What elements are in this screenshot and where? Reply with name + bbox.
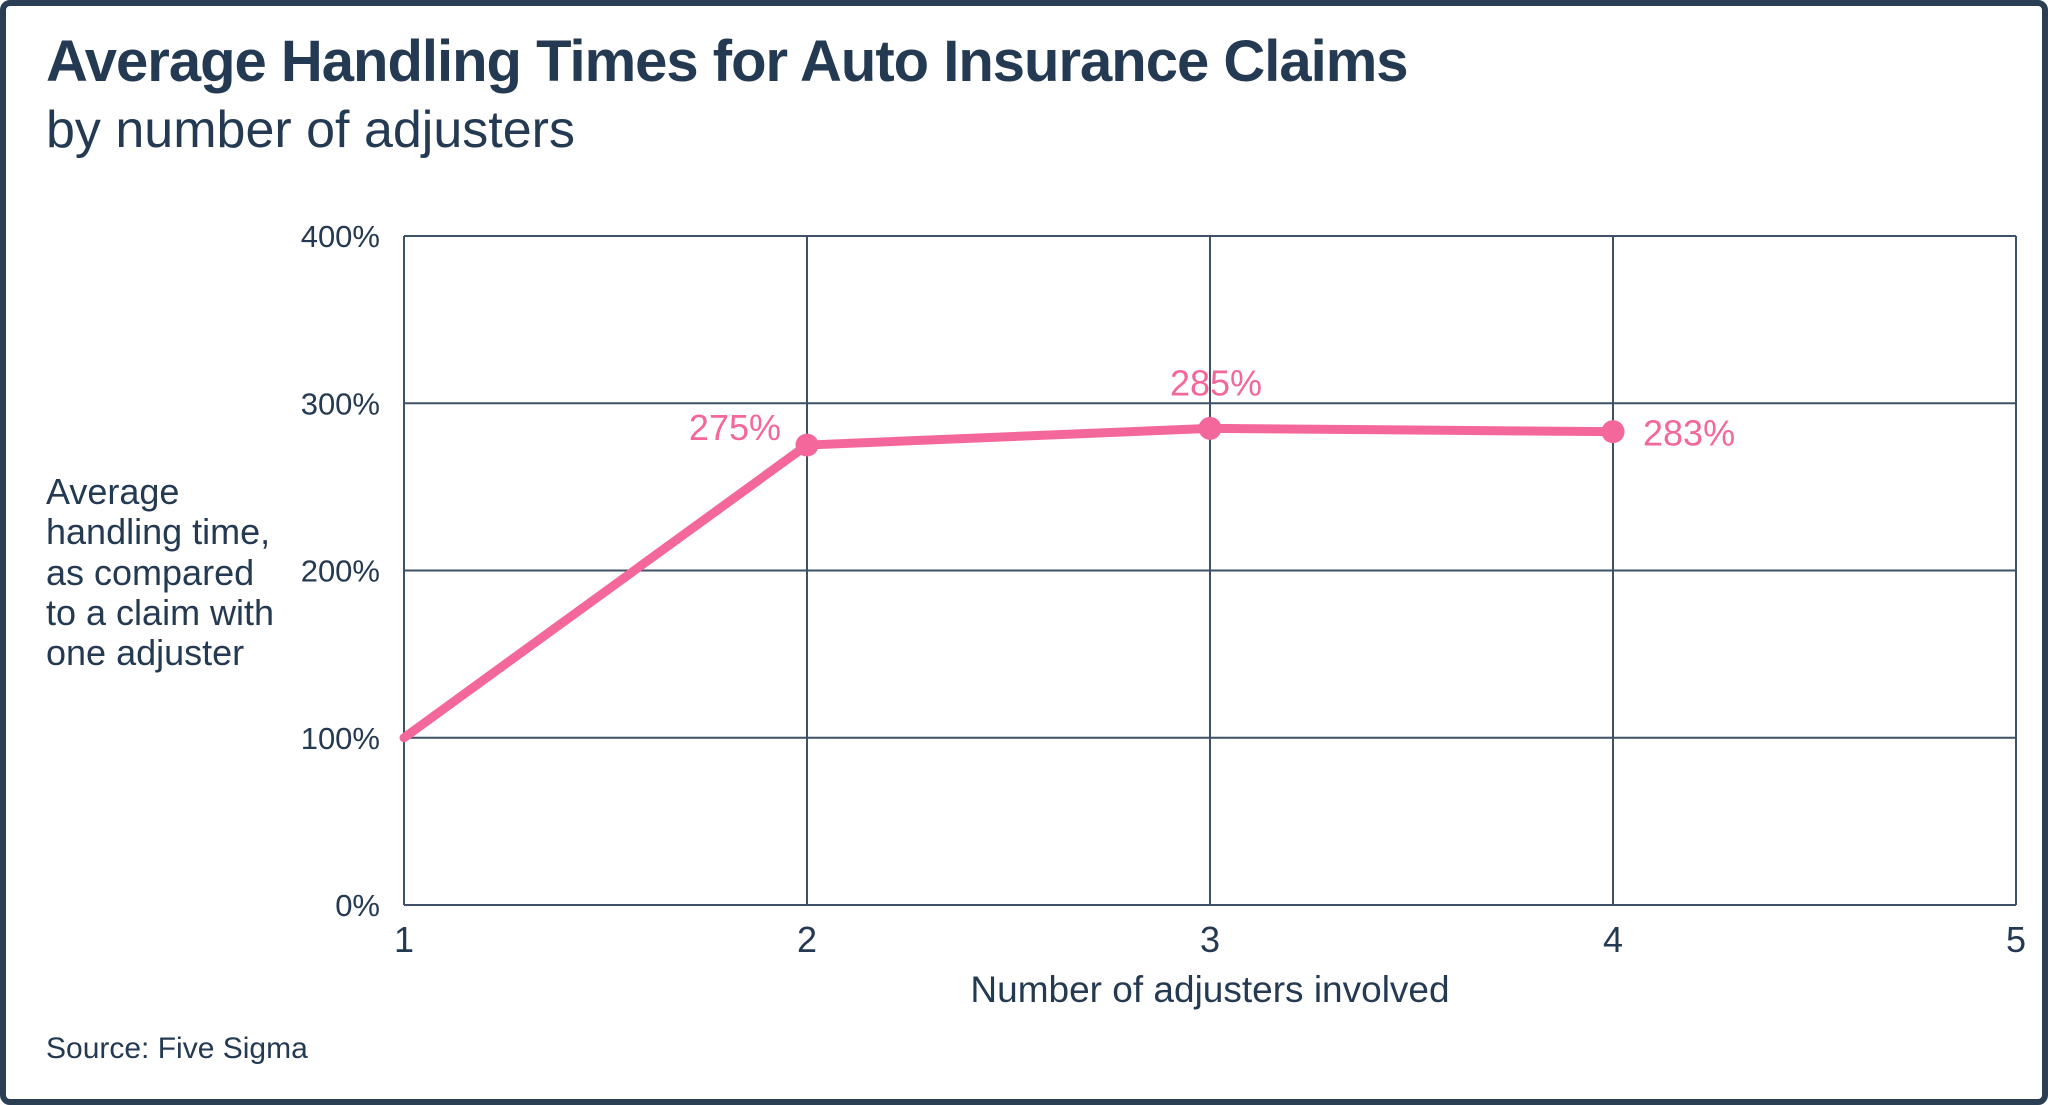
- source-note: Source: Five Sigma: [46, 1032, 308, 1065]
- x-tick-label-5: 5: [2006, 919, 2026, 960]
- x-tick-label-1: 1: [394, 919, 414, 960]
- chart-subtitle: by number of adjusters: [46, 101, 575, 159]
- data-line: [399, 423, 1618, 743]
- data-point-label-4: 283%: [1643, 413, 1735, 454]
- line-chart-plot: 0% 100% 200% 300% 400% 1 2 3 4 5 275% 285% 283%: [301, 219, 2026, 960]
- data-point-2: [795, 433, 819, 457]
- data-point-3: [1198, 416, 1222, 440]
- x-tick-label-3: 3: [1200, 919, 1220, 960]
- y-tick-label-0: 0%: [335, 888, 380, 923]
- y-tick-label-300: 300%: [301, 386, 380, 421]
- x-tick-label-4: 4: [1603, 919, 1623, 960]
- x-axis-label: Number of adjusters involved: [970, 969, 1450, 1010]
- chart-title: Average Handling Times for Auto Insuranc…: [46, 29, 1409, 94]
- y-axis-label: Average handling time, as compared to a …: [46, 471, 275, 674]
- data-point-label-2: 275%: [689, 407, 781, 448]
- y-tick-label-200: 200%: [301, 554, 380, 589]
- x-tick-label-2: 2: [797, 919, 817, 960]
- y-tick-label-400: 400%: [301, 219, 380, 254]
- data-point-label-3: 285%: [1170, 362, 1262, 403]
- data-point-4: [1601, 420, 1625, 444]
- y-tick-label-100: 100%: [301, 721, 380, 756]
